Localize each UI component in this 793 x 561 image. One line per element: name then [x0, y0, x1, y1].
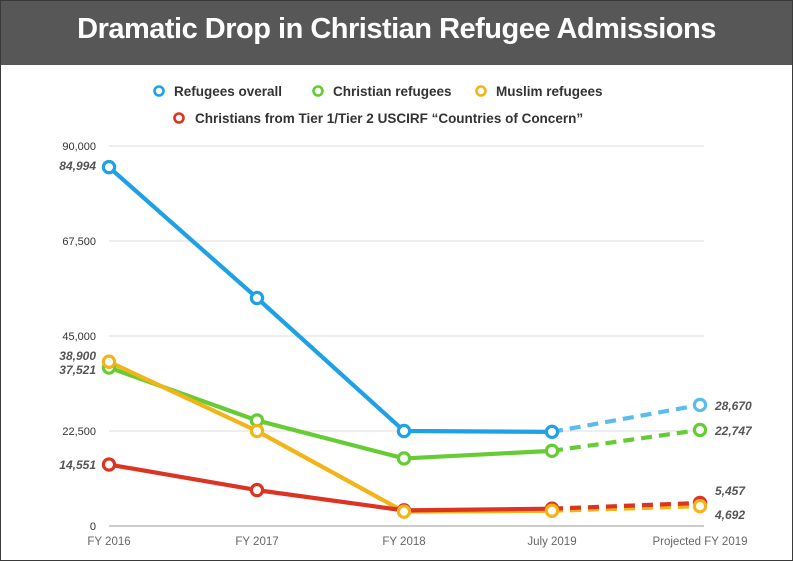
data-point-muslim — [249, 423, 265, 439]
y-tick-label: 22,500 — [62, 426, 96, 438]
x-tick-label: FY 2018 — [382, 536, 425, 548]
legend-marker-overall — [153, 85, 165, 97]
series-projection-tier — [551, 500, 701, 511]
y-tick-label: 90,000 — [62, 141, 96, 153]
series-projection-christian — [551, 427, 701, 453]
x-tick-label: July 2019 — [527, 536, 576, 548]
series-line-overall — [106, 165, 555, 434]
y-tick-label: 45,000 — [62, 331, 96, 343]
data-point-muslim — [396, 504, 412, 519]
y-tick-label: 67,500 — [62, 236, 96, 248]
data-label-muslim-start: 38,900 — [59, 349, 96, 363]
x-tick-label: Projected FY 2019 — [652, 536, 747, 548]
series-projection-muslim — [551, 504, 701, 513]
title-bar: Dramatic Drop in Christian Refugee Admis… — [1, 1, 792, 65]
data-point-christian — [692, 422, 708, 438]
data-point-overall — [544, 424, 560, 440]
data-label-tier-end: 5,457 — [715, 484, 746, 498]
data-point-christian — [544, 443, 560, 459]
x-tick-label: FY 2017 — [235, 536, 278, 548]
data-point-muslim — [544, 503, 560, 518]
series-line-tier — [106, 462, 555, 513]
legend-label-christian: Christian refugees — [333, 84, 452, 99]
data-point-muslim — [101, 354, 117, 369]
legend-marker-christian — [312, 85, 324, 97]
legend-label-tier: Christians from Tier 1/Tier 2 USCIRF “Co… — [195, 111, 583, 126]
data-point-tier — [249, 482, 265, 498]
y-tick-label: 0 — [90, 521, 96, 533]
data-point-overall — [249, 290, 265, 306]
data-label-christian-start: 37,521 — [59, 363, 96, 377]
series-projection-overall — [551, 402, 701, 434]
series-line-muslim — [106, 359, 555, 514]
legend-marker-muslim — [475, 85, 487, 97]
data-label-muslim-end: 4,692 — [714, 508, 745, 522]
data-point-muslim — [692, 498, 708, 514]
legend-label-overall: Refugees overall — [174, 84, 282, 99]
data-point-tier — [101, 457, 117, 472]
data-label-tier-start: 14,551 — [59, 458, 96, 472]
data-point-overall — [692, 397, 708, 413]
data-point-overall — [101, 159, 117, 175]
series-line-christian — [106, 365, 555, 461]
legend-label-muslim: Muslim refugees — [496, 84, 603, 99]
data-label-christian-end: 22,747 — [714, 424, 753, 438]
data-point-christian — [396, 451, 412, 466]
chart-title: Dramatic Drop in Christian Refugee Admis… — [77, 13, 716, 45]
data-label-overall-start: 84,994 — [59, 159, 96, 173]
data-label-overall-end: 28,670 — [714, 399, 752, 413]
data-point-overall — [396, 423, 412, 439]
x-tick-label: FY 2016 — [87, 536, 130, 548]
legend-marker-tier — [173, 112, 185, 124]
